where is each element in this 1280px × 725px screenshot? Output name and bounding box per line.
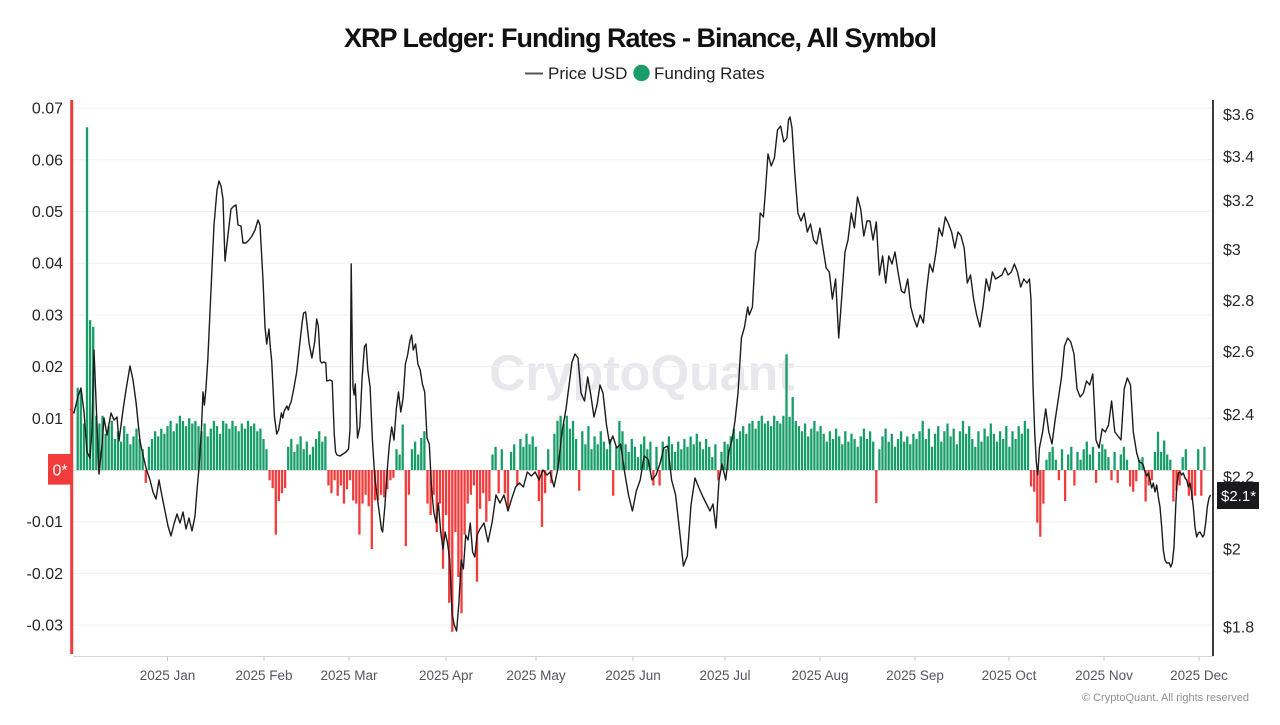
- svg-text:2025 Feb: 2025 Feb: [235, 668, 292, 683]
- svg-text:2025 Dec: 2025 Dec: [1170, 668, 1228, 683]
- svg-text:0.02: 0.02: [32, 359, 63, 376]
- svg-text:0.03: 0.03: [32, 307, 63, 324]
- svg-text:2025 Apr: 2025 Apr: [419, 668, 474, 683]
- svg-text:© CryptoQuant. All rights rese: © CryptoQuant. All rights reserved: [1082, 692, 1249, 704]
- svg-text:Funding Rates: Funding Rates: [654, 64, 765, 83]
- svg-text:$1.8: $1.8: [1223, 620, 1254, 637]
- svg-text:$3.2: $3.2: [1223, 193, 1254, 210]
- svg-text:0.05: 0.05: [32, 204, 63, 221]
- svg-text:$2.6: $2.6: [1223, 344, 1254, 361]
- svg-text:0*: 0*: [52, 463, 67, 480]
- svg-text:-0.02: -0.02: [27, 566, 64, 583]
- svg-text:2025 Mar: 2025 Mar: [320, 668, 378, 683]
- svg-text:XRP Ledger: Funding Rates - Bi: XRP Ledger: Funding Rates - Binance, All…: [344, 23, 936, 53]
- svg-text:$2: $2: [1223, 542, 1241, 559]
- svg-text:0.01: 0.01: [32, 411, 63, 428]
- svg-text:$2.4: $2.4: [1223, 407, 1254, 424]
- svg-text:2025 Jan: 2025 Jan: [140, 668, 196, 683]
- svg-text:Price USD: Price USD: [548, 64, 627, 83]
- svg-text:CryptoQuant: CryptoQuant: [489, 345, 795, 401]
- svg-text:-0.01: -0.01: [27, 514, 64, 531]
- svg-text:2025 Sep: 2025 Sep: [886, 668, 944, 683]
- svg-text:-0.03: -0.03: [27, 618, 64, 635]
- svg-text:0.06: 0.06: [32, 152, 63, 169]
- svg-text:2025 Jul: 2025 Jul: [699, 668, 750, 683]
- svg-text:2025 Aug: 2025 Aug: [791, 668, 848, 683]
- svg-text:2025 Jun: 2025 Jun: [605, 668, 661, 683]
- svg-text:2025 Oct: 2025 Oct: [982, 668, 1037, 683]
- svg-text:2025 May: 2025 May: [506, 668, 566, 683]
- svg-text:$3: $3: [1223, 242, 1241, 259]
- svg-text:$2.8: $2.8: [1223, 293, 1254, 310]
- svg-text:$3.6: $3.6: [1223, 107, 1254, 124]
- svg-text:2025 Nov: 2025 Nov: [1075, 668, 1133, 683]
- svg-text:$3.4: $3.4: [1223, 149, 1254, 166]
- svg-text:0.07: 0.07: [32, 101, 63, 118]
- svg-text:0.04: 0.04: [32, 256, 63, 273]
- svg-text:$2.1*: $2.1*: [1221, 488, 1256, 505]
